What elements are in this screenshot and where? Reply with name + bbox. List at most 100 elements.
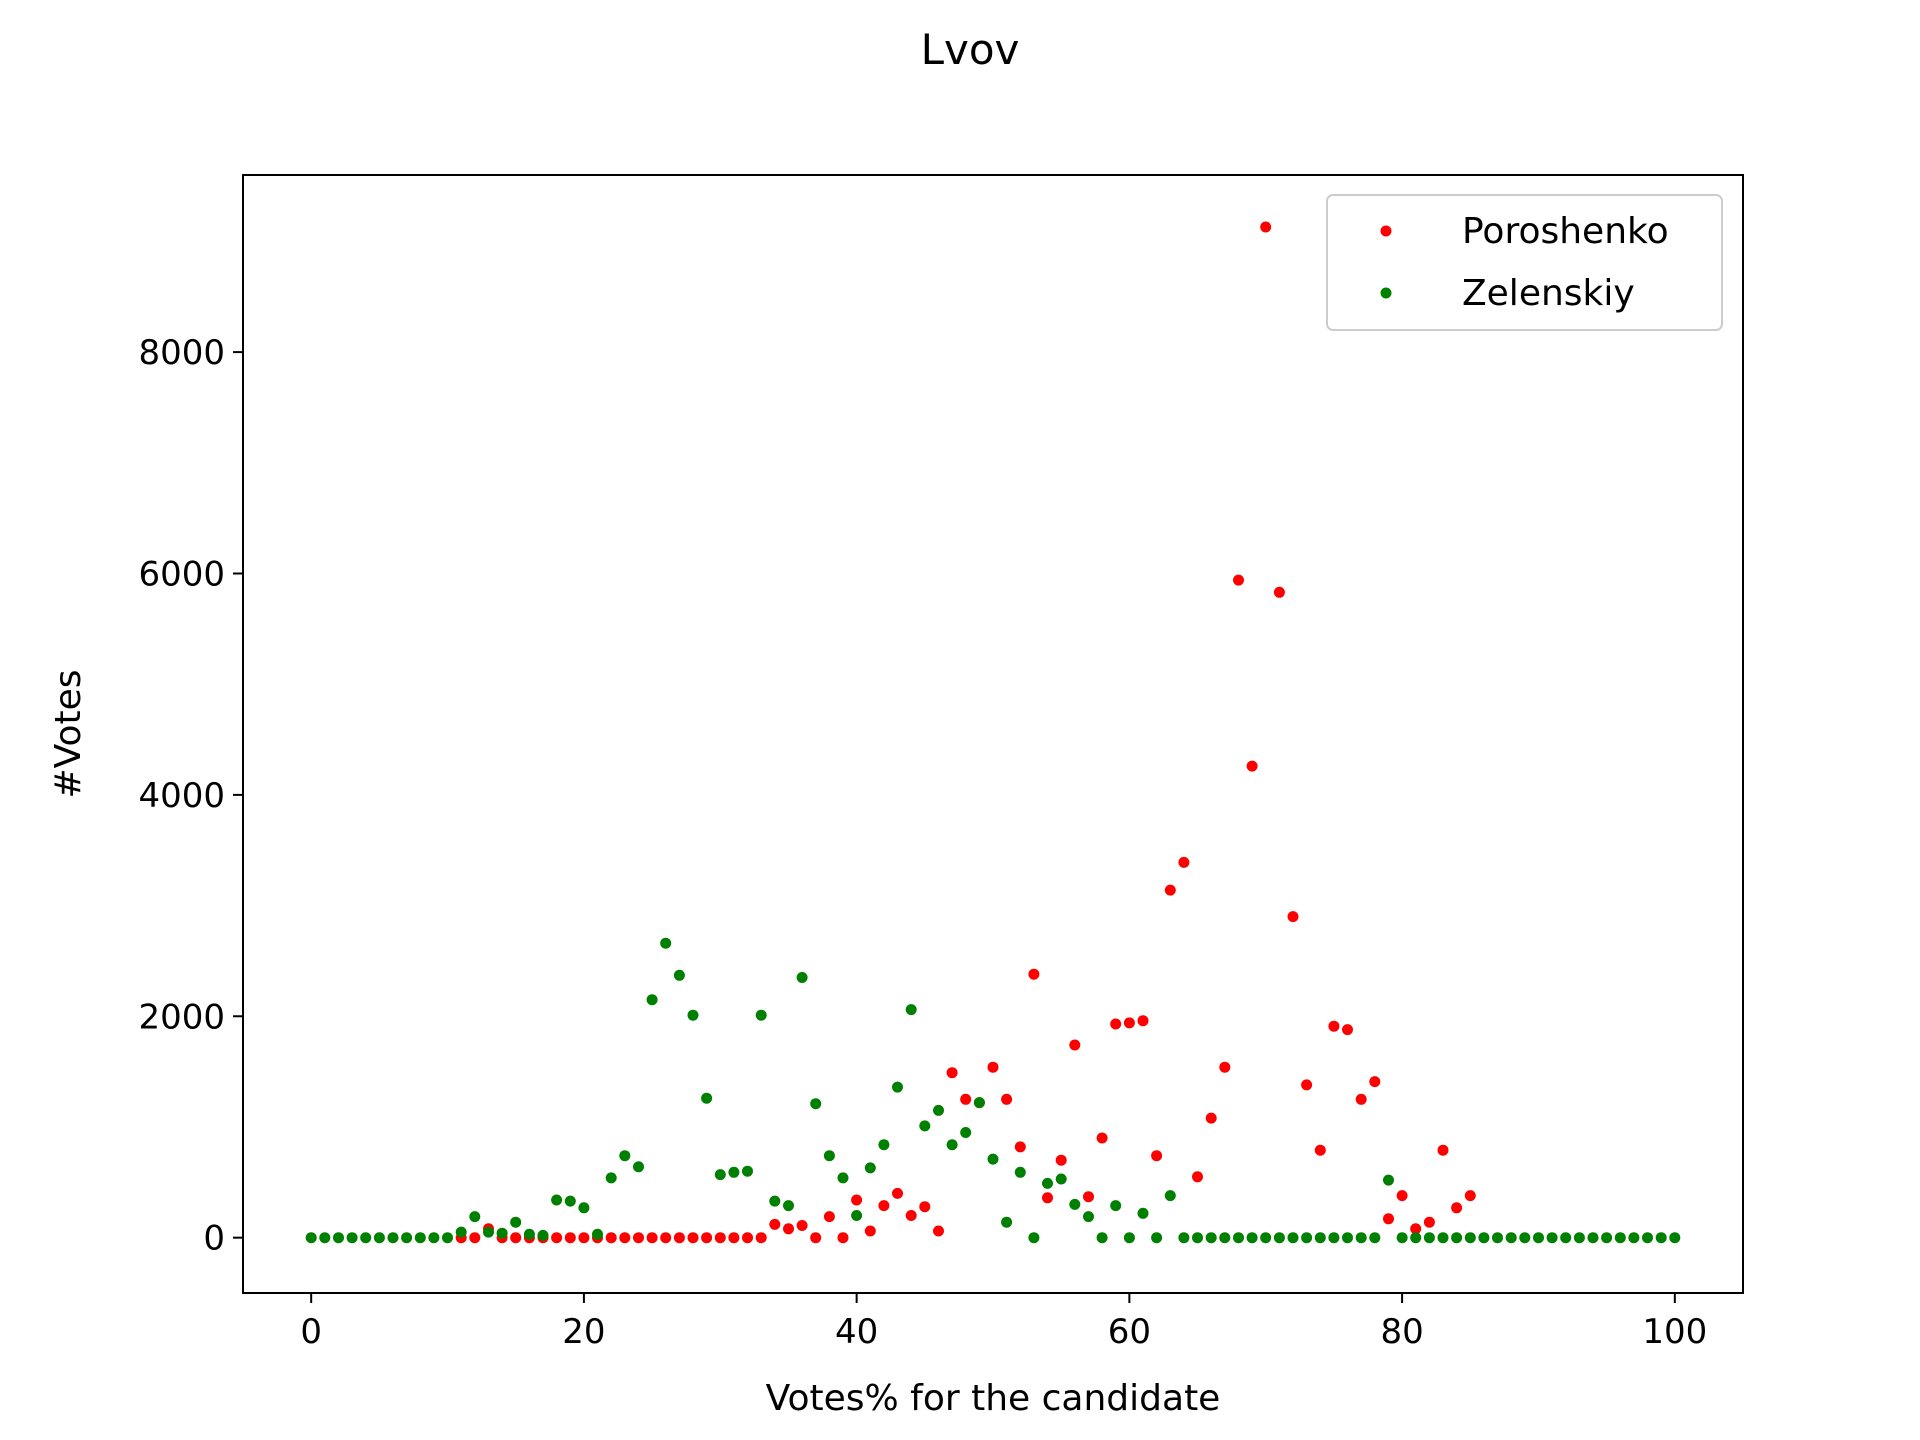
data-point-zelenskiy [1587,1232,1599,1244]
data-point-poroshenko [1273,586,1285,598]
data-point-zelenskiy [742,1165,753,1177]
data-point-poroshenko [714,1232,726,1244]
data-point-poroshenko [1110,1018,1122,1030]
data-point-zelenskiy [1219,1232,1231,1244]
data-point-zelenskiy [319,1232,331,1244]
data-point-zelenskiy [496,1227,508,1239]
data-points [305,221,1681,1244]
data-point-zelenskiy [633,1161,644,1173]
legend-marker-poroshenko [1380,225,1392,237]
data-point-zelenskiy [933,1104,944,1116]
data-point-zelenskiy [1369,1232,1381,1244]
data-point-poroshenko [633,1232,644,1244]
data-point-poroshenko [1219,1061,1231,1073]
data-point-poroshenko [864,1225,876,1237]
y-axis-label: #Votes [48,669,89,798]
data-point-zelenskiy [660,937,672,949]
data-point-zelenskiy [1001,1216,1013,1228]
data-point-poroshenko [987,1061,999,1073]
data-point-zelenskiy [1069,1198,1081,1210]
data-point-zelenskiy [1055,1173,1067,1185]
data-point-zelenskiy [1110,1200,1122,1212]
data-point-poroshenko [946,1067,958,1079]
y-tick-label: 8000 [138,333,225,373]
data-point-zelenskiy [919,1120,931,1132]
data-point-zelenskiy [1410,1232,1422,1244]
data-point-zelenskiy [1328,1232,1340,1244]
legend-label-poroshenko: Poroshenko [1462,211,1669,252]
data-point-poroshenko [1069,1039,1081,1051]
data-point-poroshenko [1451,1202,1463,1214]
data-point-zelenskiy [851,1210,863,1221]
data-point-poroshenko [1396,1190,1408,1202]
data-point-poroshenko [1055,1154,1067,1166]
x-tick-label: 20 [562,1312,605,1352]
data-point-zelenskiy [1451,1232,1463,1244]
data-point-poroshenko [564,1232,576,1244]
data-point-zelenskiy [442,1232,453,1244]
x-tick-label: 0 [300,1312,322,1352]
data-point-zelenskiy [673,969,685,981]
data-point-zelenskiy [537,1229,549,1241]
data-point-zelenskiy [564,1195,576,1207]
data-point-poroshenko [1301,1079,1313,1091]
data-point-zelenskiy [1314,1232,1326,1244]
x-tick-label: 80 [1380,1312,1423,1352]
data-point-poroshenko [551,1232,563,1244]
data-point-poroshenko [769,1218,781,1230]
data-point-poroshenko [960,1093,972,1105]
data-point-zelenskiy [1505,1232,1517,1244]
data-point-poroshenko [1342,1024,1353,1036]
data-point-zelenskiy [837,1172,849,1184]
data-point-zelenskiy [551,1194,563,1206]
data-point-zelenskiy [905,1004,917,1016]
data-point-zelenskiy [1164,1190,1176,1202]
data-point-poroshenko [796,1220,808,1231]
data-point-poroshenko [510,1232,522,1244]
data-point-zelenskiy [305,1232,317,1244]
data-point-zelenskiy [1560,1232,1572,1244]
data-point-zelenskiy [1151,1232,1163,1244]
data-point-poroshenko [783,1223,794,1235]
chart-title: Lvov [921,25,1020,74]
data-point-zelenskiy [1601,1232,1613,1244]
data-point-zelenskiy [1478,1232,1490,1244]
data-point-zelenskiy [510,1216,522,1228]
x-tick-label: 100 [1642,1312,1707,1352]
data-point-poroshenko [469,1232,481,1244]
data-point-zelenskiy [796,972,808,983]
data-point-poroshenko [605,1232,617,1244]
data-point-poroshenko [1001,1093,1013,1105]
data-point-zelenskiy [1437,1232,1449,1244]
data-point-zelenskiy [455,1226,467,1238]
data-point-zelenskiy [755,1009,767,1021]
data-point-poroshenko [1410,1223,1422,1235]
data-point-zelenskiy [973,1097,985,1109]
data-point-poroshenko [1328,1020,1340,1032]
x-tick-label: 40 [835,1312,878,1352]
data-point-poroshenko [1355,1093,1367,1105]
y-tick-label: 6000 [138,554,225,594]
data-point-poroshenko [851,1194,863,1206]
data-point-poroshenko [1028,968,1040,980]
x-axis: 0 20 40 60 80 100 [300,1293,1707,1352]
data-point-poroshenko [660,1232,672,1244]
data-point-zelenskiy [1178,1232,1190,1244]
data-point-zelenskiy [1642,1232,1653,1244]
data-point-poroshenko [619,1232,631,1244]
data-point-zelenskiy [1233,1232,1244,1244]
data-point-poroshenko [823,1211,835,1223]
data-point-poroshenko [701,1232,713,1244]
data-point-zelenskiy [987,1153,999,1165]
data-point-zelenskiy [1287,1232,1299,1244]
data-point-zelenskiy [1137,1207,1149,1219]
data-point-poroshenko [755,1232,767,1244]
legend-marker-zelenskiy [1380,287,1392,299]
data-point-zelenskiy [701,1092,713,1104]
data-point-poroshenko [810,1232,822,1244]
legend-label-zelenskiy: Zelenskiy [1462,273,1635,314]
data-point-poroshenko [728,1232,740,1244]
y-tick-label: 2000 [138,997,225,1037]
data-point-zelenskiy [592,1228,603,1240]
data-point-zelenskiy [1573,1232,1585,1244]
